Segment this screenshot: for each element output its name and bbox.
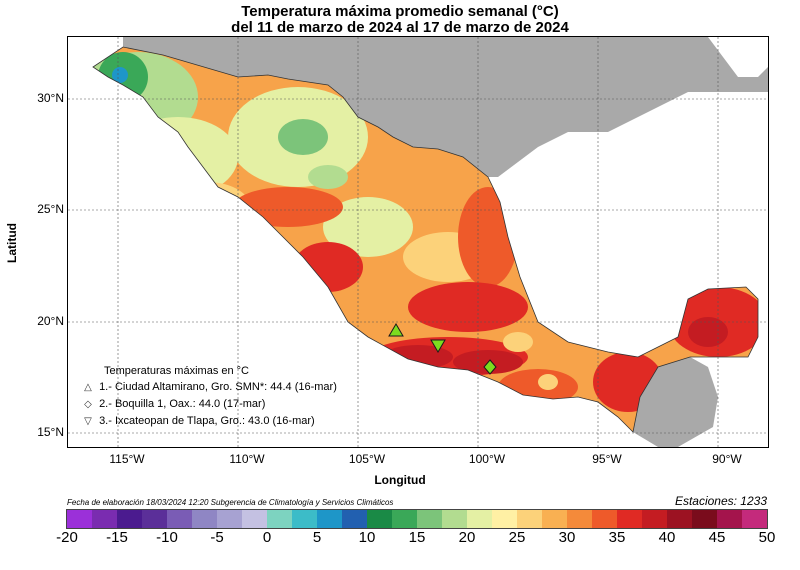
colorbar-cell [467, 510, 492, 528]
diamond-icon: ◇ [84, 399, 92, 410]
y-tick-20n: 20°N [37, 314, 64, 328]
mexico-temperature-map [68, 37, 768, 447]
colorbar-cell [567, 510, 592, 528]
colorbar-cell [592, 510, 617, 528]
guatemala-belize-land [633, 357, 718, 447]
station-count: Estaciones: 1233 [674, 494, 767, 508]
x-tick-115w: 115°W [109, 452, 145, 466]
colorbar-cell [617, 510, 642, 528]
x-tick-90w: 90°W [712, 452, 742, 466]
station-marker-diamond-icon [483, 359, 497, 375]
map-legend: Temperaturas máximas en °C △ 1.- Ciudad … [80, 363, 380, 430]
colorbar-cell [417, 510, 442, 528]
colorbar-cell [692, 510, 717, 528]
colorbar-tick-label: 30 [558, 529, 576, 546]
cuba-land [708, 37, 768, 77]
colorbar-cell [192, 510, 217, 528]
colorbar-cell [267, 510, 292, 528]
colorbar-tick-label: -20 [56, 529, 78, 546]
map-title-line1: Temperatura máxima promedio semanal (°C) [241, 3, 559, 20]
map-plot-area [67, 36, 769, 448]
colorbar-cell [742, 510, 767, 528]
legend-entry: △ 1.- Ciudad Altamirano, Gro. SMN*: 44.4… [80, 379, 380, 396]
colorbar-tick-label: -15 [106, 529, 128, 546]
colorbar-tick-label: 0 [262, 529, 272, 546]
colorbar-tick-label: 20 [458, 529, 476, 546]
legend-entry-text: 3.- Ixcateopan de Tlapa, Gro.: 43.0 (16-… [99, 415, 315, 427]
colorbar-cell [642, 510, 667, 528]
legend-entry: ◇ 2.- Boquilla 1, Oax.: 44.0 (17-mar) [80, 396, 380, 413]
colorbar-cell [292, 510, 317, 528]
colorbar-tick-label: -5 [210, 529, 224, 546]
legend-entry: ▽ 3.- Ixcateopan de Tlapa, Gro.: 43.0 (1… [80, 413, 380, 430]
colorbar-tick-label: 10 [358, 529, 376, 546]
colorbar-tick-label: 5 [312, 529, 322, 546]
production-note: Fecha de elaboración 18/03/2024 12:20 Su… [67, 498, 394, 507]
colorbar-tick-label: -10 [156, 529, 178, 546]
colorbar-cell [392, 510, 417, 528]
colorbar-cell [242, 510, 267, 528]
colorbar-tick-label: 35 [608, 529, 626, 546]
triangle-up-icon: △ [84, 382, 92, 393]
colorbar-cell [217, 510, 242, 528]
colorbar-cell [492, 510, 517, 528]
colorbar-cell [442, 510, 467, 528]
y-tick-30n: 30°N [37, 91, 64, 105]
x-axis-title: Longitud [374, 473, 426, 487]
colorbar-tick-label: 25 [508, 529, 526, 546]
x-tick-105w: 105°W [348, 452, 386, 466]
temperature-colorbar [66, 509, 768, 529]
station-marker-triangle-down-icon [430, 339, 446, 353]
colorbar-cell [92, 510, 117, 528]
colorbar-cell [367, 510, 392, 528]
x-tick-100w: 100°W [468, 452, 506, 466]
legend-title: Temperaturas máximas en °C [104, 365, 250, 377]
colorbar-cell [517, 510, 542, 528]
station-markers [388, 323, 497, 375]
colorbar-cell [67, 510, 92, 528]
y-tick-25n: 25°N [37, 202, 64, 216]
colorbar-cell [342, 510, 367, 528]
colorbar-tick-label: 15 [408, 529, 426, 546]
mexico-outline [92, 46, 759, 433]
colorbar-tick-label: 45 [708, 529, 726, 546]
x-tick-110w: 110°W [229, 452, 265, 466]
x-tick-95w: 95°W [592, 452, 622, 466]
graticule [68, 37, 768, 447]
colorbar-cell [317, 510, 342, 528]
y-axis-title: Latitud [5, 223, 19, 263]
y-tick-15n: 15°N [37, 425, 64, 439]
triangle-down-icon: ▽ [84, 416, 92, 427]
colorbar-tick-label: 40 [658, 529, 676, 546]
colorbar-tick-label: 50 [758, 529, 776, 546]
station-marker-triangle-up-icon [388, 323, 404, 337]
legend-entry-text: 1.- Ciudad Altamirano, Gro. SMN*: 44.4 (… [99, 381, 337, 393]
colorbar-cell [542, 510, 567, 528]
colorbar-cell [117, 510, 142, 528]
usa-land [123, 37, 768, 177]
legend-entry-text: 2.- Boquilla 1, Oax.: 44.0 (17-mar) [99, 398, 266, 410]
colorbar-cell [167, 510, 192, 528]
map-title-line2: del 11 de marzo de 2024 al 17 de marzo d… [231, 19, 569, 36]
colorbar-cell [142, 510, 167, 528]
colorbar-cell [717, 510, 742, 528]
colorbar-cell [667, 510, 692, 528]
